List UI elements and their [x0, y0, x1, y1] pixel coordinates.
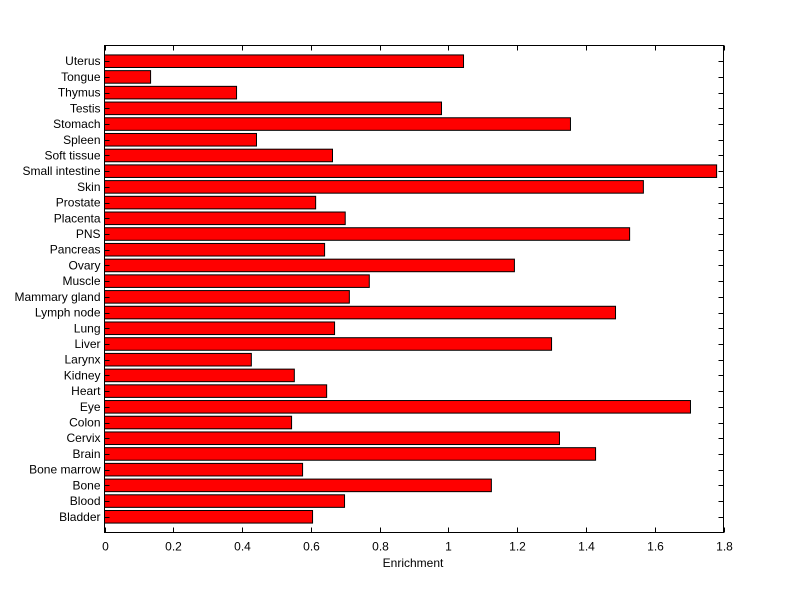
y-tick-label: Stomach [53, 117, 100, 131]
y-tick-label: Lung [74, 321, 101, 335]
y-tick-label: Lymph node [35, 306, 101, 320]
y-tick-label: Kidney [64, 368, 101, 382]
bar-stomach [104, 117, 571, 131]
y-tick-label: Bladder [59, 510, 100, 524]
bar-small-intestine [104, 164, 718, 178]
bar-pns [104, 227, 631, 241]
bar-kidney [104, 368, 295, 383]
x-tick-label: 0.4 [234, 540, 251, 554]
y-tick-label: Bone [72, 478, 100, 492]
bar-colon [104, 415, 293, 430]
x-tick-label: 1.2 [509, 540, 526, 554]
bar-ovary [104, 258, 515, 273]
y-tick-label: Mammary gland [14, 290, 100, 304]
y-tick-label: Prostate [56, 196, 101, 210]
bar-testis [104, 101, 443, 116]
bar-eye [104, 400, 691, 414]
x-tick-label: 1 [445, 540, 452, 554]
bar-lymph-node [104, 305, 617, 320]
y-tick-label: Cervix [66, 431, 100, 445]
y-tick-label: Ovary [68, 258, 100, 272]
y-tick-label: Skin [77, 180, 100, 194]
x-tick-label: 0.8 [372, 540, 389, 554]
bar-muscle [104, 274, 370, 288]
bar-tongue [104, 70, 152, 84]
x-tick-label: 0.6 [303, 540, 320, 554]
bar-bladder [104, 510, 314, 524]
y-tick-label: Colon [69, 416, 100, 430]
bar-spleen [104, 132, 257, 147]
y-tick-label: Tongue [61, 70, 101, 84]
bar-thymus [104, 85, 238, 100]
x-tick-label: 0 [102, 540, 109, 554]
y-tick-label: PNS [76, 227, 101, 241]
x-tick-label: 1.8 [716, 540, 733, 554]
bar-larynx [104, 352, 252, 367]
y-tick-label: Spleen [63, 133, 100, 147]
y-tick-label: Small intestine [22, 164, 100, 178]
y-tick-label: Heart [71, 384, 101, 398]
bar-liver [104, 337, 553, 351]
bar-uterus [104, 54, 465, 68]
y-tick-label: Bone marrow [29, 463, 101, 477]
y-tick-label: Larynx [64, 353, 100, 367]
y-tick-label: Thymus [58, 86, 101, 100]
x-tick-label: 1.6 [647, 540, 664, 554]
bar-cervix [104, 431, 560, 446]
bar-brain [104, 447, 597, 461]
y-tick-label: Soft tissue [44, 148, 100, 162]
bar-bone [104, 478, 492, 493]
y-tick-label: Eye [80, 400, 101, 414]
bar-soft-tissue [104, 148, 333, 163]
x-tick-label: 0.2 [165, 540, 182, 554]
bar-placenta [104, 211, 346, 226]
y-tick-label: Pancreas [50, 243, 101, 257]
bar-blood [104, 494, 346, 508]
plot-frame [104, 45, 724, 533]
bar-lung [104, 321, 336, 336]
bar-bone-marrow [104, 462, 304, 477]
x-axis-label: Enrichment [383, 556, 444, 570]
y-tick-label: Brain [72, 447, 100, 461]
y-tick-label: Uterus [65, 54, 100, 68]
bar-heart [104, 384, 328, 398]
y-tick-label: Blood [70, 494, 101, 508]
x-tick-label: 1.4 [578, 540, 595, 554]
y-tick-label: Liver [74, 337, 100, 351]
bar-prostate [104, 195, 317, 210]
bar-skin [104, 180, 644, 194]
y-tick-label: Testis [70, 101, 101, 115]
y-tick-label: Placenta [54, 211, 101, 225]
bar-mammary-gland [104, 290, 350, 304]
y-tick-label: Muscle [62, 274, 100, 288]
bar-pancreas [104, 242, 326, 257]
